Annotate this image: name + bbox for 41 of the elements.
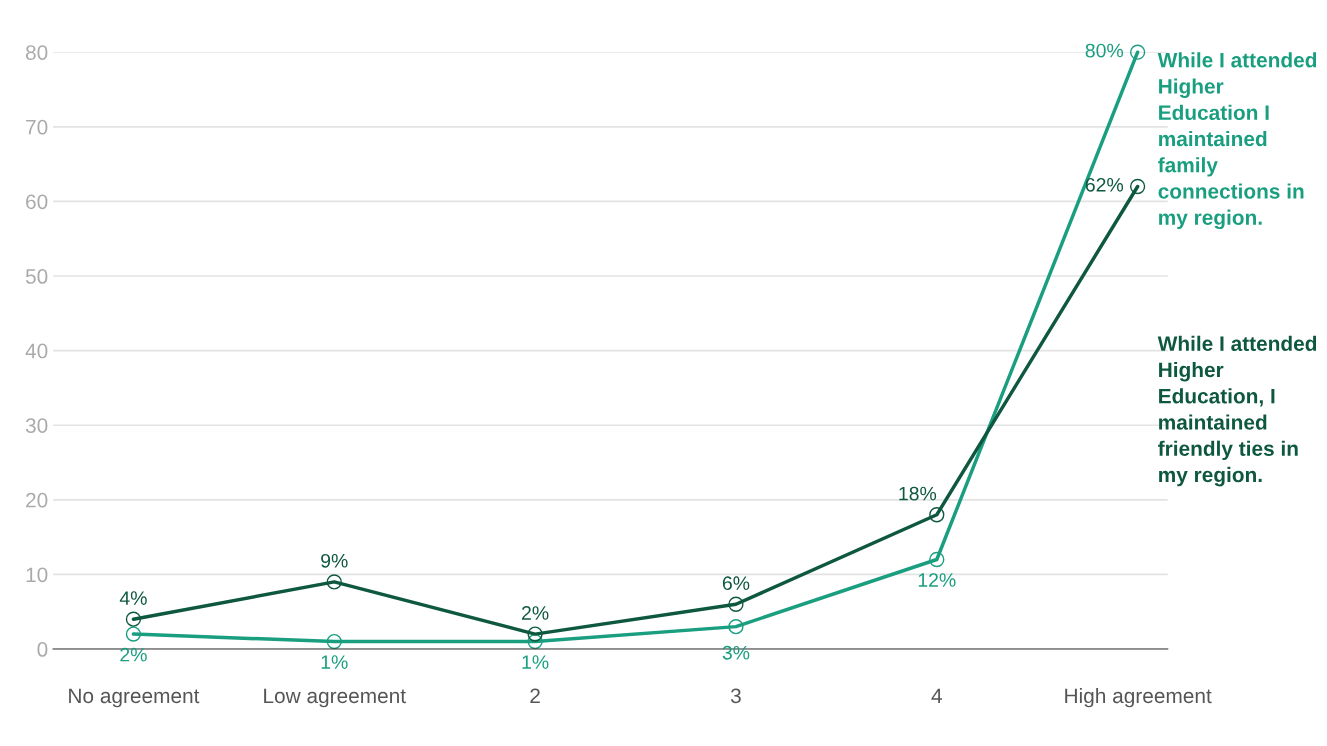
y-tick-label: 80	[25, 45, 48, 60]
x-tick-label: 4	[931, 688, 942, 704]
y-tick-label: 50	[25, 269, 48, 284]
point	[1129, 178, 1146, 195]
y-tick-label: 60	[26, 194, 48, 210]
x-tick-label: No agreement	[69, 688, 200, 708]
x-tick-label: 3	[730, 688, 741, 704]
point	[728, 619, 744, 635]
point	[929, 551, 945, 568]
point	[326, 633, 342, 650]
data-label: 6%	[722, 576, 750, 591]
point	[527, 633, 543, 650]
data-label: 1%	[321, 655, 348, 669]
y-tick-label: 70	[26, 119, 48, 135]
point	[125, 626, 142, 642]
text: While I attended Higher Education, I maintained friendly ties in my region.	[1157, 335, 1317, 487]
point	[125, 611, 142, 627]
x-tick-label: High agreement	[1065, 687, 1212, 708]
data-label: 9%	[321, 553, 348, 568]
data-label: 12%	[918, 573, 956, 587]
x-tick-label: Low agreement	[264, 688, 406, 708]
y-tick-label: 40	[25, 343, 48, 359]
data-label: 80%	[1085, 43, 1124, 58]
y-tick-label: 30	[25, 418, 48, 433]
data-label: 1%	[522, 655, 549, 669]
x-tick-label: 2	[530, 688, 540, 704]
point	[728, 596, 744, 612]
y-tick-label: 20	[26, 492, 48, 508]
data-label: 3%	[722, 645, 750, 660]
point	[527, 626, 543, 642]
data-label: 4%	[119, 591, 147, 605]
data-label: 18%	[899, 486, 937, 501]
data-label: 2%	[120, 647, 147, 662]
data-label: 2%	[522, 606, 549, 620]
y-tick-label: 10	[26, 567, 48, 583]
point	[326, 574, 342, 590]
point	[1129, 44, 1146, 60]
data-label: 62%	[1085, 177, 1124, 192]
point	[929, 507, 945, 523]
series-label: While I attended Higher Education I maintained family connections in my region.	[1157, 52, 1317, 230]
y-tick-label: 0	[37, 642, 48, 657]
